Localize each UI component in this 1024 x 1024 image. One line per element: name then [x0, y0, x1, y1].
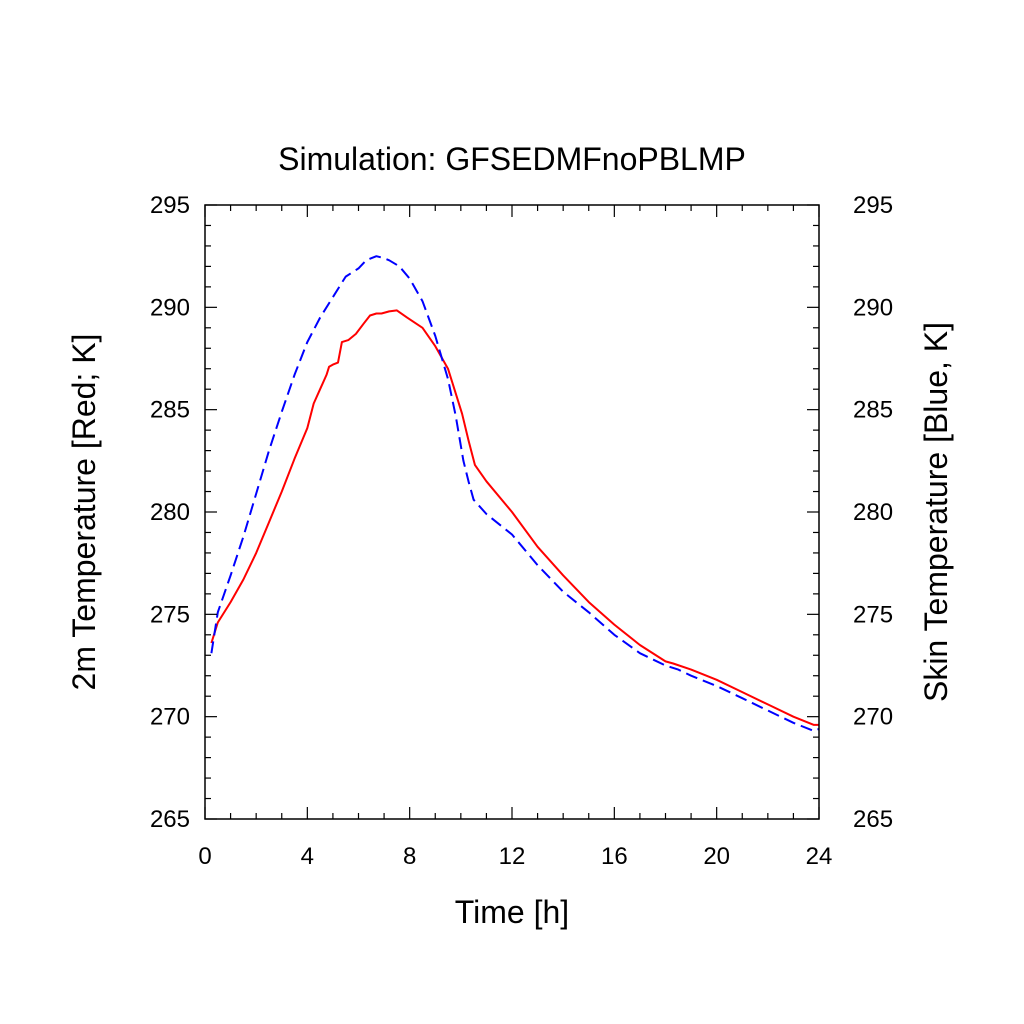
x-axis-label: Time [h] [455, 894, 569, 930]
axis-tick-labels: 0 4 8 12 16 20 24 265 265 270 270 275 275 280 280 285 28… [150, 192, 893, 870]
axis-ticks [204, 204, 820, 820]
series-line-2m-temperature [210, 309, 819, 726]
y-tick-label-left: 290 [150, 294, 190, 321]
y-tick-label-right: 275 [853, 601, 893, 628]
y-tick-label-right: 295 [853, 192, 893, 219]
y-axis-label-right: Skin Temperature [Blue, K] [918, 322, 954, 702]
y-tick-label-right: 290 [853, 294, 893, 321]
y-tick-label-left: 280 [150, 499, 190, 526]
x-tick-label: 20 [703, 843, 730, 870]
y-tick-label-left: 285 [150, 397, 190, 424]
plot-series [210, 255, 820, 732]
x-tick-label: 16 [601, 843, 628, 870]
series-line-skin-temperature [210, 255, 820, 732]
x-tick-label: 4 [301, 843, 314, 870]
x-tick-label: 0 [198, 843, 211, 870]
y-tick-label-left: 265 [150, 806, 190, 833]
y-axis-label-left: 2m Temperature [Red; K] [66, 334, 102, 691]
y-tick-label-right: 270 [853, 704, 893, 731]
y-tick-label-left: 275 [150, 601, 190, 628]
x-tick-label: 8 [403, 843, 416, 870]
y-tick-label-right: 280 [853, 499, 893, 526]
x-tick-label: 24 [806, 843, 833, 870]
x-tick-label: 12 [499, 843, 526, 870]
y-tick-label-left: 295 [150, 192, 190, 219]
chart-title: Simulation: GFSEDMFnoPBLMP [278, 141, 746, 177]
y-tick-label-right: 265 [853, 806, 893, 833]
y-tick-label-right: 285 [853, 397, 893, 424]
y-tick-label-left: 270 [150, 704, 190, 731]
